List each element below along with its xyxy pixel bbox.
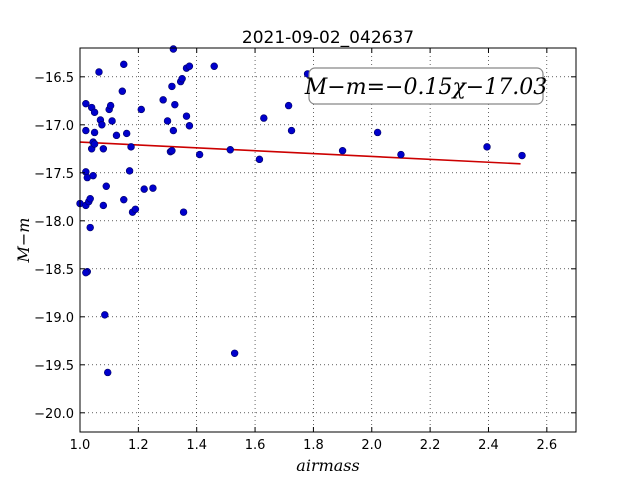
data-point <box>171 100 179 109</box>
data-point <box>149 184 157 192</box>
data-point <box>185 62 194 70</box>
data-point <box>230 349 239 357</box>
data-point <box>86 195 94 203</box>
fit-line-layer <box>79 141 521 165</box>
data-point <box>518 151 526 160</box>
x-tick-label: 1.0 <box>70 438 91 453</box>
grid <box>79 48 576 432</box>
data-point <box>338 147 347 155</box>
data-point <box>118 87 127 95</box>
data-point <box>195 150 204 159</box>
y-tick-label: −16.5 <box>34 71 74 86</box>
data-point <box>89 171 97 180</box>
data-point <box>112 131 121 140</box>
data-point <box>284 101 293 110</box>
x-tick-label: 2.2 <box>420 438 441 453</box>
data-point <box>101 311 109 319</box>
data-point <box>120 195 128 204</box>
data-point <box>159 96 167 104</box>
x-axis-label: airmass <box>296 456 359 475</box>
data-point <box>82 99 90 108</box>
y-tick-label: −19.0 <box>34 311 74 326</box>
y-tick-label: −17.0 <box>34 119 74 134</box>
data-point <box>168 147 176 155</box>
y-axis-label: M−m <box>14 218 33 264</box>
data-point <box>169 45 178 53</box>
x-tick-label: 1.2 <box>128 438 149 453</box>
data-point <box>210 62 218 70</box>
data-point <box>90 108 99 117</box>
x-tick-label: 2.6 <box>536 438 557 453</box>
data-point <box>397 150 405 159</box>
y-tick-label: −18.5 <box>34 263 74 278</box>
y-tick-label: −20.0 <box>34 407 74 422</box>
data-point <box>102 182 110 190</box>
y-tick-label: −17.5 <box>34 167 74 182</box>
y-tick-label: −19.5 <box>34 359 74 374</box>
data-point <box>98 121 106 129</box>
data-point <box>90 128 99 137</box>
data-point <box>108 117 116 125</box>
chart-title: 2021-09-02_042637 <box>242 28 414 48</box>
fit-annotation: M−m=−0.15χ−17.03 <box>304 67 547 105</box>
data-point <box>287 126 296 135</box>
data-point <box>122 129 131 138</box>
x-tick-label: 2.4 <box>478 438 499 453</box>
data-point <box>168 82 176 91</box>
y-tick-label: −18.0 <box>34 215 74 230</box>
plot-frame <box>79 47 577 433</box>
data-point <box>106 101 115 110</box>
data-point <box>179 208 188 216</box>
plot-area <box>80 48 576 432</box>
data-point <box>163 117 172 125</box>
data-point <box>140 185 148 193</box>
data-point <box>90 140 99 148</box>
x-tick-label: 1.8 <box>303 438 324 453</box>
x-tick-label: 2.0 <box>361 438 382 453</box>
x-tick-label: 1.4 <box>186 438 207 453</box>
data-point <box>483 143 491 151</box>
data-points <box>76 45 526 377</box>
data-point <box>82 126 90 135</box>
data-point <box>82 268 90 277</box>
data-point <box>95 68 103 76</box>
axis-ticks: 1.0 1.2 1.4 1.6 1.8 2.0 2.2 2.4 2.6 −16.5 −17.0 −17… <box>34 48 576 453</box>
x-tick-label: 1.6 <box>245 438 266 453</box>
data-point <box>185 122 194 130</box>
data-point <box>226 146 234 154</box>
data-point <box>260 114 268 122</box>
data-point <box>99 145 108 153</box>
data-point <box>373 128 382 137</box>
data-point <box>127 143 135 151</box>
fit-line <box>79 141 521 165</box>
data-point <box>120 60 128 69</box>
data-point <box>131 205 140 213</box>
data-point <box>86 223 94 232</box>
data-point <box>169 126 178 135</box>
data-point <box>125 167 134 175</box>
data-point <box>182 112 191 120</box>
data-point <box>178 75 186 83</box>
data-point <box>137 105 145 114</box>
annotation-text: M−m=−0.15χ−17.03 <box>304 75 547 100</box>
data-point <box>99 201 108 210</box>
annotation-box <box>308 67 544 105</box>
data-point <box>255 155 264 164</box>
data-point <box>104 368 112 377</box>
